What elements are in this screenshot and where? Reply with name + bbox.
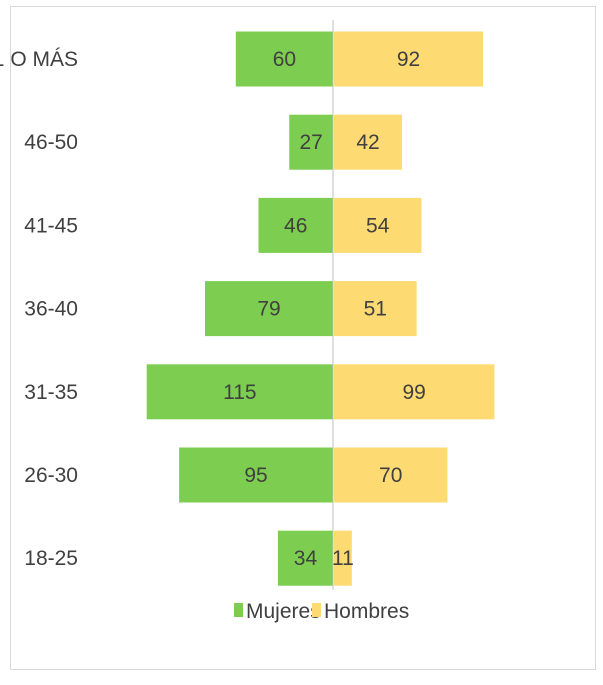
legend-label: Mujeres bbox=[246, 600, 321, 623]
bar-hombres bbox=[334, 114, 403, 170]
bar-mujeres bbox=[289, 114, 333, 170]
bar-hombres bbox=[334, 364, 495, 420]
data-label: 34 bbox=[294, 547, 318, 570]
category-label: 26-30 bbox=[24, 464, 78, 487]
data-label: 92 bbox=[397, 48, 420, 71]
data-label: 99 bbox=[403, 381, 426, 404]
data-label: 54 bbox=[366, 214, 390, 237]
bar-mujeres bbox=[258, 197, 333, 253]
bar-hombres bbox=[334, 281, 417, 337]
category-label: 18-25 bbox=[24, 547, 78, 570]
data-label: 95 bbox=[244, 464, 267, 487]
data-label: 51 bbox=[364, 298, 387, 321]
data-label: 42 bbox=[356, 131, 379, 154]
bar-mujeres bbox=[146, 364, 333, 420]
legend: Mujeres Hombres bbox=[234, 600, 409, 623]
data-label: 11 bbox=[332, 547, 354, 570]
bar-hombres bbox=[334, 197, 422, 253]
category-label: 36-40 bbox=[24, 298, 78, 321]
legend-label: Hombres bbox=[324, 600, 409, 623]
labels-group: 51 O MÁS 60 92 46-50 27 42 41-45 46 54 36-40 79 51 3… bbox=[0, 48, 426, 570]
category-label: 51 O MÁS bbox=[0, 48, 78, 71]
bar-mujeres bbox=[205, 281, 333, 337]
legend-swatch bbox=[234, 603, 243, 617]
data-label: 70 bbox=[379, 464, 402, 487]
data-label: 79 bbox=[257, 298, 280, 321]
bars-group bbox=[146, 31, 495, 586]
data-label: 46 bbox=[284, 214, 307, 237]
bar-mujeres bbox=[277, 530, 333, 586]
legend-swatch bbox=[312, 603, 321, 617]
category-label: 46-50 bbox=[24, 131, 78, 154]
bar-mujeres bbox=[235, 31, 333, 87]
bar-hombres bbox=[334, 31, 484, 87]
bar-hombres bbox=[334, 530, 352, 586]
category-label: 31-35 bbox=[24, 381, 78, 404]
bar-mujeres bbox=[179, 447, 333, 503]
data-label: 60 bbox=[273, 48, 296, 71]
category-label: 41-45 bbox=[24, 214, 78, 237]
data-label: 27 bbox=[299, 131, 322, 154]
bar-hombres bbox=[334, 447, 448, 503]
data-label: 115 bbox=[223, 381, 256, 404]
